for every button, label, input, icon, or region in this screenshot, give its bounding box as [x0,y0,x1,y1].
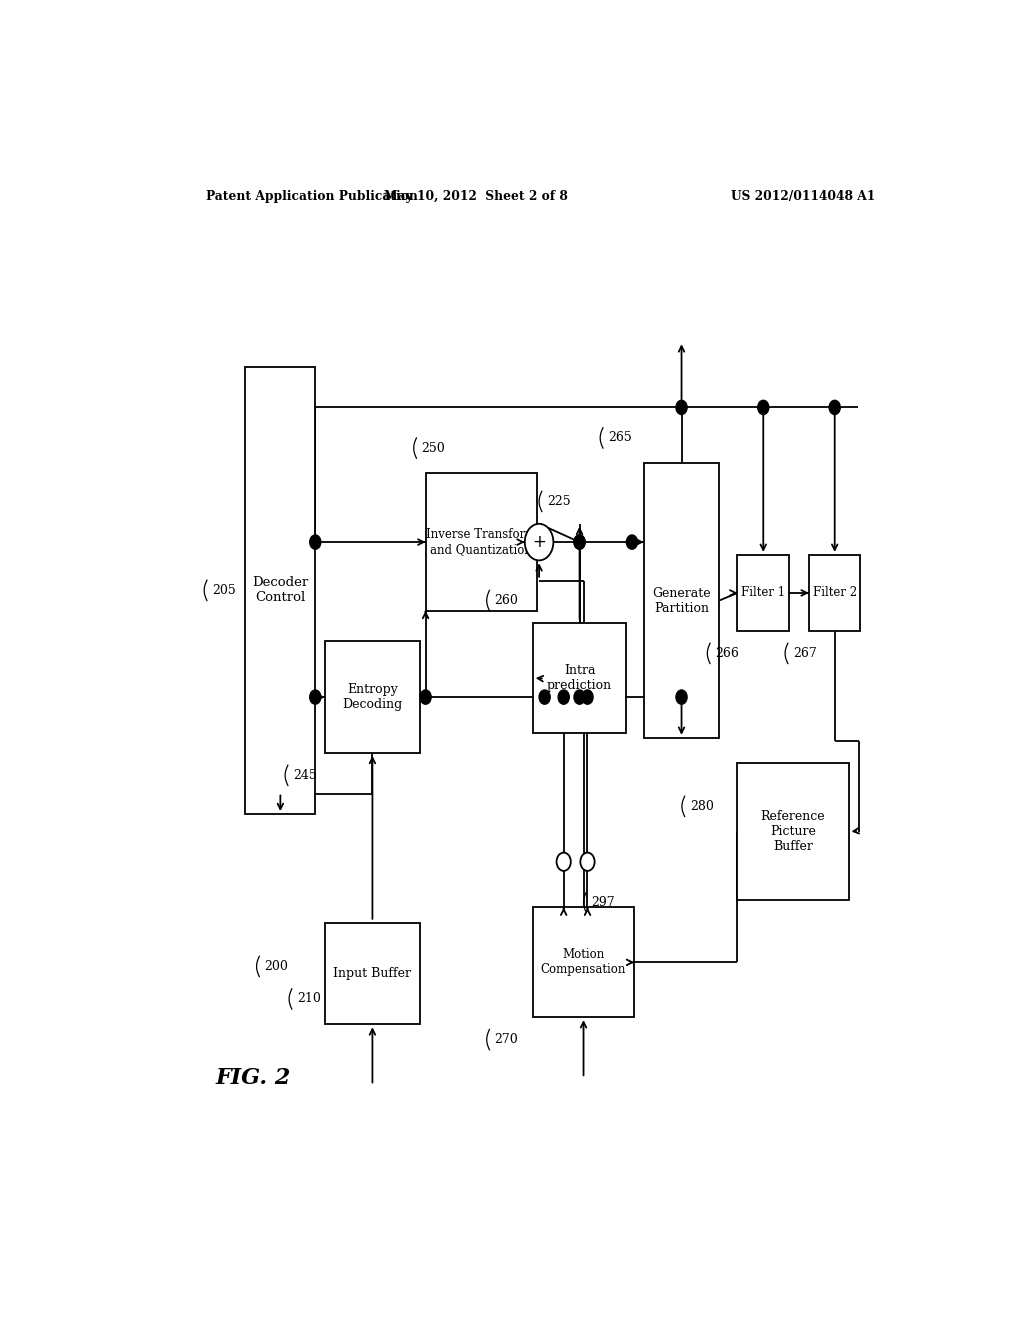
Circle shape [539,690,550,704]
Circle shape [309,690,321,704]
Text: 265: 265 [608,432,632,445]
Text: May 10, 2012  Sheet 2 of 8: May 10, 2012 Sheet 2 of 8 [384,190,567,202]
Text: 260: 260 [495,594,518,607]
Text: 225: 225 [547,495,570,508]
Text: Filter 2: Filter 2 [813,586,857,599]
Text: Input Buffer: Input Buffer [334,968,412,979]
Text: 266: 266 [715,647,739,660]
Circle shape [420,690,431,704]
Circle shape [627,535,638,549]
Circle shape [557,853,570,871]
Bar [325,642,420,752]
Text: Patent Application Publication: Patent Application Publication [206,190,418,202]
Text: 200: 200 [264,960,289,973]
Text: 280: 280 [690,800,714,813]
Circle shape [574,535,585,549]
Bar [809,554,860,631]
Bar [246,367,315,814]
Circle shape [574,690,585,704]
Bar [737,554,790,631]
Text: Reference
Picture
Buffer: Reference Picture Buffer [761,810,825,853]
Text: Filter 1: Filter 1 [741,586,785,599]
Text: +: + [532,533,546,550]
Circle shape [582,690,593,704]
Text: Generate
Partition: Generate Partition [652,586,711,615]
Circle shape [525,524,553,561]
Bar [426,474,537,611]
Bar [532,907,634,1018]
Text: Decoder
Control: Decoder Control [252,577,308,605]
Circle shape [829,400,841,414]
Text: Inverse Transform
and Quantization: Inverse Transform and Quantization [426,528,537,556]
Text: 270: 270 [495,1034,518,1047]
Bar [737,763,849,900]
Circle shape [574,535,585,549]
Circle shape [758,400,769,414]
Text: 297: 297 [592,896,615,909]
Text: 267: 267 [793,647,817,660]
Text: FIG. 2: FIG. 2 [215,1068,291,1089]
Bar [644,463,719,738]
Circle shape [676,690,687,704]
Text: Intra
prediction: Intra prediction [547,664,612,692]
Text: Entropy
Decoding: Entropy Decoding [342,682,402,711]
Text: 205: 205 [212,583,236,597]
Text: Motion
Compensation: Motion Compensation [541,948,627,977]
Text: 210: 210 [297,993,321,1006]
Circle shape [309,535,321,549]
Text: US 2012/0114048 A1: US 2012/0114048 A1 [731,190,876,202]
Text: 250: 250 [422,442,445,454]
Bar [532,623,627,733]
Circle shape [558,690,569,704]
Circle shape [581,853,595,871]
Circle shape [676,400,687,414]
Bar [325,923,420,1024]
Text: 245: 245 [293,768,316,781]
